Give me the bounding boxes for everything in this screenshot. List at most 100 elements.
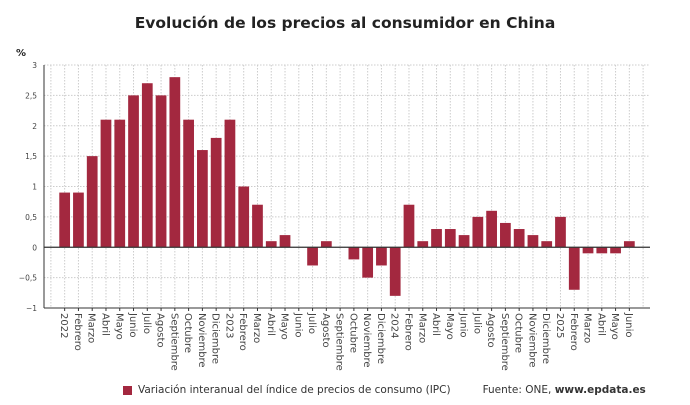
bar: [582, 247, 594, 254]
bar: [472, 216, 484, 248]
bar: [513, 229, 525, 248]
bar: [238, 186, 250, 248]
bar: [210, 137, 222, 248]
y-tick-label: −1: [26, 304, 37, 313]
x-tick-label: Febrero: [402, 313, 413, 351]
bar: [500, 222, 511, 248]
bar: [169, 77, 181, 248]
x-tick-label: Mayo: [279, 313, 290, 340]
y-tick-label: 3: [32, 61, 37, 70]
x-tick-label: Diciembre: [210, 313, 221, 364]
source: Fuente: ONE, www.epdata.es: [483, 384, 646, 396]
bar: [444, 229, 456, 248]
bar: [183, 119, 194, 248]
y-tick-label: 0,5: [25, 213, 37, 222]
bar: [100, 119, 112, 248]
y-tick-label: 1,5: [25, 152, 37, 161]
bar: [279, 235, 291, 248]
y-tick-label: −0,5: [19, 274, 37, 283]
x-tick-label: Marzo: [416, 313, 427, 343]
x-tick-label: Marzo: [582, 313, 593, 343]
bar: [362, 247, 374, 278]
legend: Variación interanual del índice de preci…: [123, 384, 646, 396]
x-tick-label: Julio: [141, 312, 152, 334]
x-tick-label: Noviembre: [526, 313, 537, 368]
x-tick-label: Noviembre: [361, 313, 372, 368]
source-prefix: Fuente: ONE,: [482, 384, 555, 396]
x-tick-label: Mayo: [113, 313, 124, 340]
y-tick-label: 2: [32, 122, 37, 131]
y-tick-label: 0: [32, 243, 37, 252]
x-tick-label: Septiembre: [334, 313, 345, 371]
bar: [403, 204, 415, 248]
bar: [541, 241, 553, 248]
x-tick-label: Septiembre: [499, 313, 510, 371]
y-tick-label: 1: [32, 183, 37, 192]
bar: [389, 247, 401, 296]
x-tick-label: Octubre: [347, 313, 358, 353]
x-tick-label: 2024: [389, 313, 400, 338]
x-tick-label: Febrero: [237, 313, 248, 351]
legend-label: Variación interanual del índice de preci…: [138, 384, 451, 396]
x-tick-label: Octubre: [513, 313, 524, 353]
bar: [86, 156, 98, 248]
bar: [141, 83, 153, 248]
x-tick-label: 2023: [223, 313, 234, 338]
x-tick-label: 2025: [554, 313, 565, 338]
bar: [252, 204, 263, 248]
bar: [197, 150, 208, 248]
bar: [417, 241, 429, 248]
bar: [224, 119, 236, 248]
x-tick-label: Julio: [306, 312, 317, 334]
bar: [348, 247, 360, 260]
bar: [486, 210, 497, 248]
x-tick-label: Noviembre: [196, 313, 207, 368]
bar: [596, 247, 608, 254]
x-tick-label: Junio: [292, 312, 303, 338]
x-tick-label: 2022: [58, 313, 69, 338]
chart-title: Evolución de los precios al consumidor e…: [134, 14, 556, 32]
bar: [431, 229, 442, 248]
x-tick-label: Marzo: [86, 313, 97, 343]
bar: [376, 247, 387, 266]
bar: [320, 241, 332, 248]
x-tick-label: Marzo: [251, 313, 262, 343]
bar: [610, 247, 621, 254]
source-site[interactable]: www.epdata.es: [554, 384, 646, 396]
x-tick-label: Agosto: [485, 313, 496, 348]
bar: [114, 119, 126, 248]
x-tick-label: Agosto: [320, 313, 331, 348]
x-tick-label: Junio: [458, 312, 469, 338]
x-tick-label: Febrero: [568, 313, 579, 351]
x-tick-label: Abril: [99, 313, 110, 336]
x-tick-label: Diciembre: [540, 313, 551, 364]
x-tick-label: Mayo: [444, 313, 455, 340]
legend-swatch: [123, 385, 132, 395]
x-tick-label: Diciembre: [375, 313, 386, 364]
y-axis-label: %: [16, 48, 27, 59]
x-tick-label: Mayo: [609, 313, 620, 340]
x-tick-label: Octubre: [182, 313, 193, 353]
bar: [155, 95, 167, 248]
y-tick-label: 2,5: [25, 91, 37, 100]
bar: [59, 192, 71, 248]
x-tick-label: Abril: [265, 313, 276, 336]
x-tick-label: Febrero: [72, 313, 83, 351]
bar: [73, 192, 84, 248]
bar: [307, 247, 318, 266]
x-tick-label: Abril: [430, 313, 441, 336]
bar: [128, 95, 139, 248]
x-tick-label: Junio: [127, 312, 138, 338]
x-tick-label: Junio: [623, 312, 634, 338]
bar: [568, 247, 580, 290]
bar: [527, 235, 539, 248]
bar: [458, 235, 470, 248]
bar: [623, 241, 635, 248]
bar: [555, 216, 566, 248]
x-tick-label: Septiembre: [168, 313, 179, 371]
x-tick-label: Agosto: [155, 313, 166, 348]
bar: [265, 241, 277, 248]
x-tick-label: Julio: [471, 312, 482, 334]
